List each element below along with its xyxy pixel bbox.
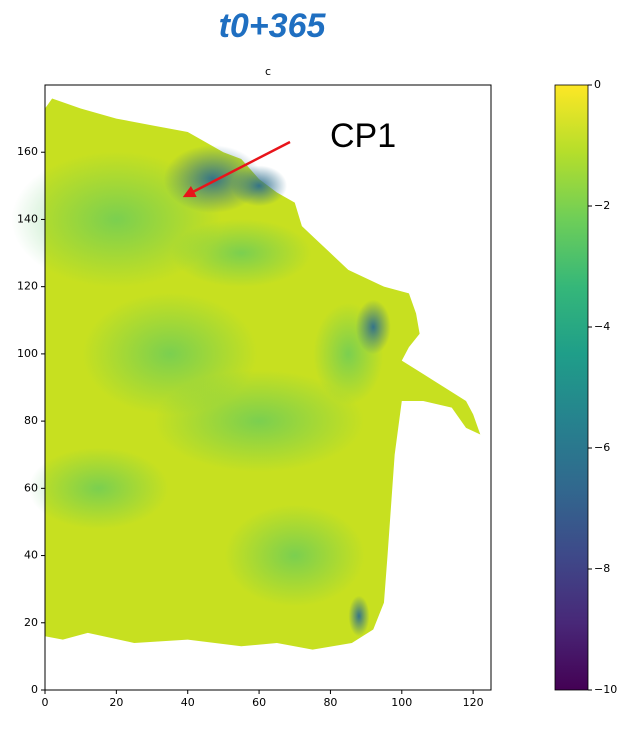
- field-patch: [231, 165, 288, 207]
- field-patch: [348, 595, 370, 637]
- y-tick-label: 100: [17, 347, 38, 360]
- y-tick-label: 140: [17, 212, 38, 225]
- heatmap-field: [11, 98, 481, 650]
- field-patch: [355, 299, 391, 355]
- x-tick-label: 0: [42, 696, 49, 709]
- colorbar: [554, 84, 589, 691]
- x-tick-label: 20: [109, 696, 123, 709]
- axes-frame: [44, 84, 492, 691]
- page-title: t0+365: [219, 7, 327, 45]
- y-tick-label: 40: [24, 549, 38, 562]
- y-tick-label: 160: [17, 145, 38, 158]
- field-patch: [224, 504, 365, 607]
- x-tick-label: 40: [181, 696, 195, 709]
- y-tick-label: 120: [17, 280, 38, 293]
- chart-title: c: [265, 65, 271, 78]
- colorbar-tick-label: 0: [594, 78, 601, 91]
- x-tick-label: 60: [252, 696, 266, 709]
- annotation: CP1: [330, 117, 396, 155]
- y-tick-label: 0: [31, 683, 38, 696]
- field-patch: [154, 370, 365, 473]
- field-patch: [28, 447, 169, 530]
- colorbar-tick-label: −6: [594, 441, 610, 454]
- colorbar-tick-label: −4: [594, 320, 610, 333]
- x-tick-label: 120: [463, 696, 484, 709]
- y-tick-label: 80: [24, 414, 38, 427]
- x-tick-label: 80: [323, 696, 337, 709]
- field-patch: [171, 219, 312, 288]
- annotation-arrow: [182, 140, 291, 198]
- y-tick-label: 60: [24, 481, 38, 494]
- y-tick-label: 20: [24, 616, 38, 629]
- colorbar-tick-label: −2: [594, 199, 610, 212]
- x-tick-label: 100: [391, 696, 412, 709]
- colorbar-tick-label: −8: [594, 562, 610, 575]
- colorbar-tick-label: −10: [594, 683, 617, 696]
